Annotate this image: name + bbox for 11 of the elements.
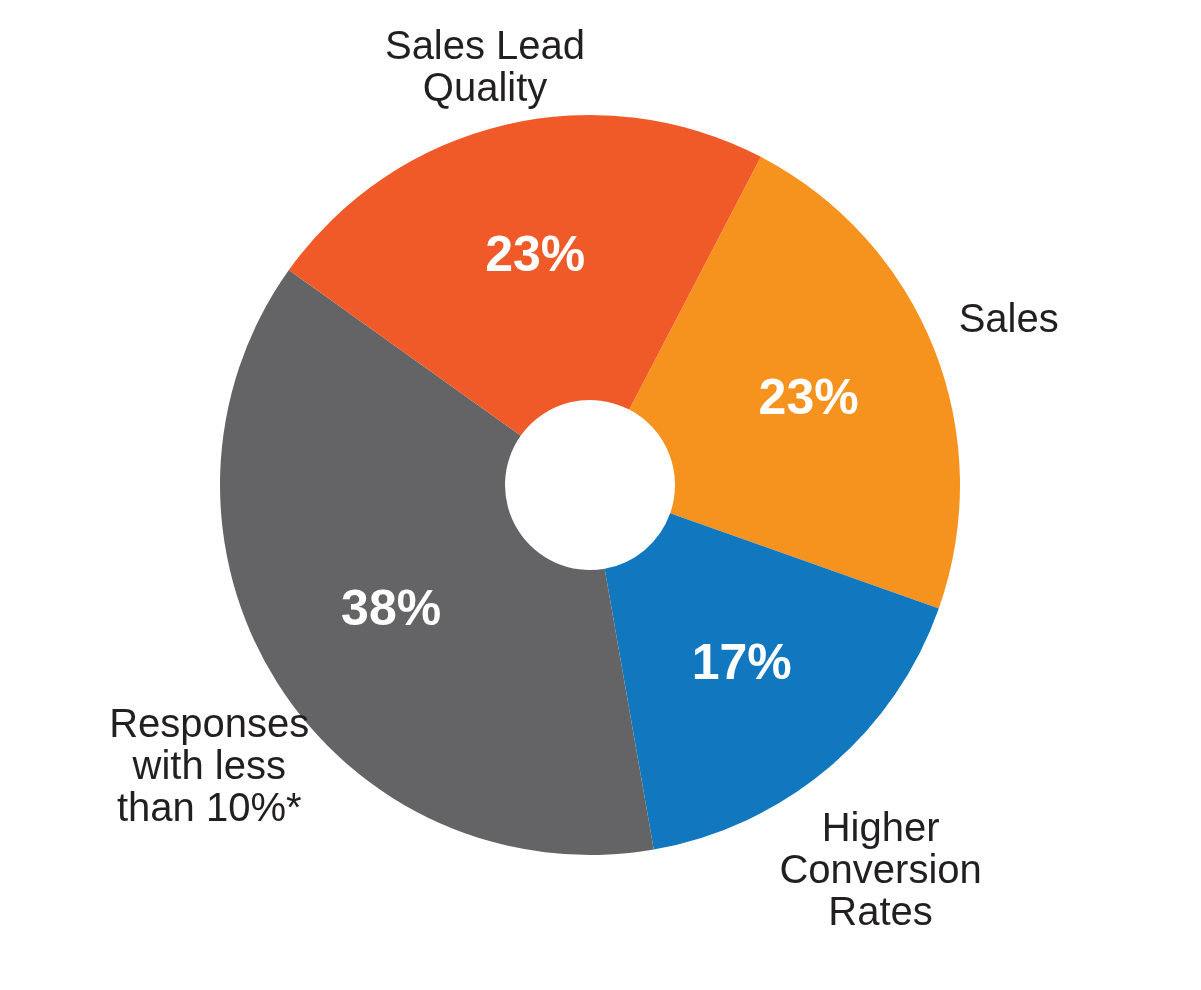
donut-slice [629, 156, 960, 609]
slice-label: Sales Lead Quality [384, 23, 586, 110]
donut-slice [604, 513, 939, 850]
slice-label: Sales [958, 296, 1059, 340]
data-label: 17% [691, 634, 792, 691]
data-label: 38% [341, 580, 442, 637]
data-label: 23% [758, 368, 859, 425]
slice-label: Higher Conversion Rates [779, 804, 982, 933]
donut-slice [288, 115, 761, 436]
slice-label: Responses with less than 10%* [109, 700, 310, 829]
data-label: 23% [485, 226, 586, 283]
